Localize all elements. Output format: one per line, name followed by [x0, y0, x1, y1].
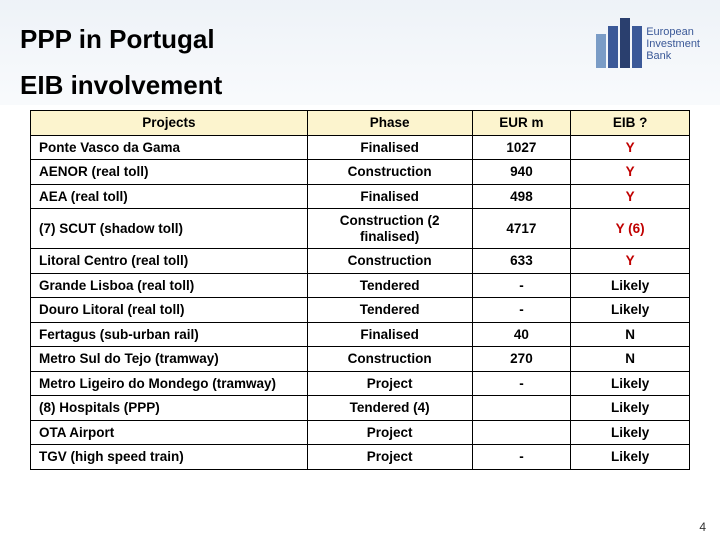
cell-project: OTA Airport: [31, 420, 308, 445]
cell-eur: 633: [472, 249, 571, 274]
cell-eur: -: [472, 371, 571, 396]
cell-phase: Finalised: [307, 322, 472, 347]
cell-phase: Construction: [307, 160, 472, 185]
cell-phase: Tendered: [307, 298, 472, 323]
cell-phase: Construction (2 finalised): [307, 209, 472, 249]
cell-eur: 940: [472, 160, 571, 185]
cell-eur: 498: [472, 184, 571, 209]
col-header-phase: Phase: [307, 111, 472, 136]
cell-phase: Project: [307, 420, 472, 445]
table-header-row: Projects Phase EUR m EIB ?: [31, 111, 690, 136]
cell-eib: Likely: [571, 273, 690, 298]
cell-project: Metro Ligeiro do Mondego (tramway): [31, 371, 308, 396]
cell-eib: Likely: [571, 445, 690, 470]
cell-phase: Construction: [307, 347, 472, 372]
cell-phase: Finalised: [307, 184, 472, 209]
cell-eur: -: [472, 445, 571, 470]
cell-project: AEA (real toll): [31, 184, 308, 209]
eib-logo-text: EuropeanInvestmentBank: [646, 26, 700, 62]
cell-project: (7) SCUT (shadow toll): [31, 209, 308, 249]
cell-project: Fertagus (sub-urban rail): [31, 322, 308, 347]
table-row: AEA (real toll)Finalised498Y: [31, 184, 690, 209]
cell-eib: Y: [571, 249, 690, 274]
cell-project: Douro Litoral (real toll): [31, 298, 308, 323]
cell-phase: Tendered: [307, 273, 472, 298]
cell-project: (8) Hospitals (PPP): [31, 396, 308, 421]
col-header-eur: EUR m: [472, 111, 571, 136]
page-number: 4: [699, 520, 706, 534]
cell-eib: Likely: [571, 371, 690, 396]
cell-project: Grande Lisboa (real toll): [31, 273, 308, 298]
cell-project: TGV (high speed train): [31, 445, 308, 470]
slide-title-1: PPP in Portugal: [20, 24, 215, 55]
table-row: AENOR (real toll)Construction940Y: [31, 160, 690, 185]
table-row: OTA AirportProject Likely: [31, 420, 690, 445]
cell-eur: 1027: [472, 135, 571, 160]
cell-phase: Finalised: [307, 135, 472, 160]
cell-project: Metro Sul do Tejo (tramway): [31, 347, 308, 372]
cell-eib: N: [571, 322, 690, 347]
cell-eib: Y: [571, 184, 690, 209]
eib-logo-icon: [596, 20, 642, 68]
cell-project: Ponte Vasco da Gama: [31, 135, 308, 160]
slide-title-2: EIB involvement: [20, 70, 222, 101]
cell-phase: Project: [307, 445, 472, 470]
eib-logo: EuropeanInvestmentBank: [596, 20, 700, 68]
table-row: Metro Ligeiro do Mondego (tramway)Projec…: [31, 371, 690, 396]
cell-project: AENOR (real toll): [31, 160, 308, 185]
cell-eib: Y: [571, 160, 690, 185]
table-row: (7) SCUT (shadow toll)Construction (2 fi…: [31, 209, 690, 249]
cell-eur: 4717: [472, 209, 571, 249]
table-row: Metro Sul do Tejo (tramway)Construction2…: [31, 347, 690, 372]
table-row: Ponte Vasco da GamaFinalised1027Y: [31, 135, 690, 160]
table-row: TGV (high speed train)Project-Likely: [31, 445, 690, 470]
table-row: Grande Lisboa (real toll)Tendered-Likely: [31, 273, 690, 298]
cell-project: Litoral Centro (real toll): [31, 249, 308, 274]
col-header-projects: Projects: [31, 111, 308, 136]
table-row: Fertagus (sub-urban rail)Finalised40N: [31, 322, 690, 347]
cell-phase: Tendered (4): [307, 396, 472, 421]
cell-phase: Construction: [307, 249, 472, 274]
projects-table: Projects Phase EUR m EIB ? Ponte Vasco d…: [30, 110, 690, 470]
cell-eib: Likely: [571, 420, 690, 445]
cell-eib: Y (6): [571, 209, 690, 249]
cell-eur: [472, 396, 571, 421]
projects-table-container: Projects Phase EUR m EIB ? Ponte Vasco d…: [30, 110, 690, 470]
cell-eur: -: [472, 298, 571, 323]
cell-eib: Likely: [571, 396, 690, 421]
table-row: Litoral Centro (real toll)Construction63…: [31, 249, 690, 274]
table-row: (8) Hospitals (PPP)Tendered (4) Likely: [31, 396, 690, 421]
cell-eur: 40: [472, 322, 571, 347]
cell-eib: Likely: [571, 298, 690, 323]
col-header-eib: EIB ?: [571, 111, 690, 136]
cell-eib: N: [571, 347, 690, 372]
cell-eur: 270: [472, 347, 571, 372]
cell-eur: [472, 420, 571, 445]
cell-eur: -: [472, 273, 571, 298]
cell-phase: Project: [307, 371, 472, 396]
table-row: Douro Litoral (real toll)Tendered-Likely: [31, 298, 690, 323]
cell-eib: Y: [571, 135, 690, 160]
